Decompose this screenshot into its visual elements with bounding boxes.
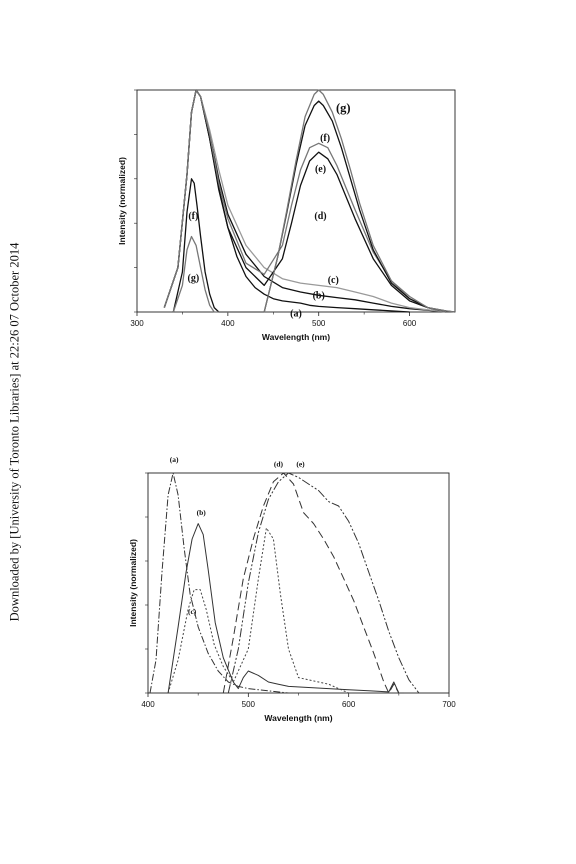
plot-frame xyxy=(136,89,456,313)
series-line-a xyxy=(163,89,410,313)
series-line-e xyxy=(163,89,447,313)
x-tick-label: 400 xyxy=(221,319,235,328)
curve-label-d: (d) xyxy=(274,459,284,468)
download-watermark: Downloaded by [University of Toronto Lib… xyxy=(0,0,24,864)
x-tick-label: 300 xyxy=(130,319,144,328)
curve-label-e: (e) xyxy=(296,459,305,468)
curve-label-a: (a) xyxy=(290,308,302,319)
y-axis-title: Intensity (normalized) xyxy=(117,157,127,245)
series-line-g xyxy=(172,89,455,313)
curve-label-b: (b) xyxy=(197,508,207,517)
curve-label-c: (c) xyxy=(188,607,197,616)
curve-label-d: (d) xyxy=(314,211,326,222)
series-line-b xyxy=(167,523,404,694)
curve-label-a: (a) xyxy=(170,455,179,464)
plot-frame xyxy=(147,472,450,694)
curve-label-b: (b) xyxy=(313,291,325,302)
x-tick-label: 700 xyxy=(442,700,456,709)
curve-label-c: (c) xyxy=(328,275,339,286)
x-tick-label: 600 xyxy=(403,319,417,328)
x-axis-title: Wavelength (nm) xyxy=(264,713,332,723)
download-note-text: Downloaded by [University of Toronto Lib… xyxy=(7,242,22,622)
y-axis-title: Intensity (normalized) xyxy=(128,539,138,627)
x-tick-label: 500 xyxy=(312,319,326,328)
series-line-e xyxy=(227,472,420,694)
curve-label-g: (g) xyxy=(336,101,351,115)
series-line-d xyxy=(222,472,400,694)
x-axis-title: Wavelength (nm) xyxy=(262,332,330,342)
x-tick-label: 600 xyxy=(342,700,356,709)
series-line-f xyxy=(172,100,455,313)
curve-label-g: (g) xyxy=(187,273,199,284)
series-line-c xyxy=(167,527,349,694)
x-tick-label: 400 xyxy=(141,700,155,709)
curve-label-e: (e) xyxy=(315,164,326,175)
emission-spectra-chart-top: 300 400 500 600 Wavelength (nm) Intensity (no… xyxy=(117,89,456,342)
curve-label-f: (f) xyxy=(188,211,198,222)
x-tick-label: 500 xyxy=(242,700,256,709)
curve-label-f: (f) xyxy=(320,133,330,144)
emission-spectra-chart-bottom: 400 500 600 700 Wavelength (nm) Intensity (no… xyxy=(128,455,456,723)
series-line-a xyxy=(149,472,289,694)
